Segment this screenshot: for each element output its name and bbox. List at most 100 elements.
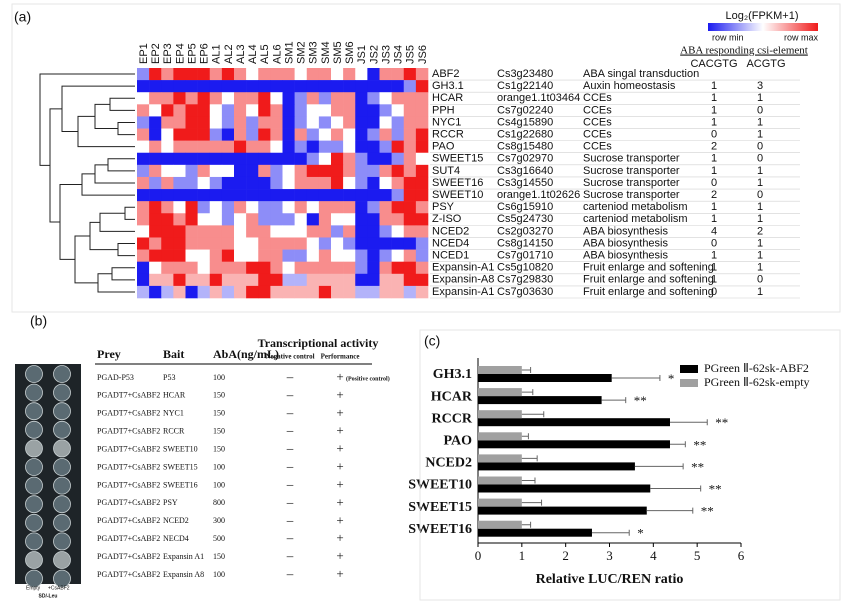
heatmap-cell <box>234 201 247 214</box>
plate-spot <box>53 569 71 588</box>
table-cell: HCAR <box>163 391 186 400</box>
heatmap-cell <box>318 152 332 166</box>
heatmap-cell <box>234 68 247 81</box>
heatmap-cell <box>415 164 429 178</box>
heatmap-cell <box>403 116 417 129</box>
heatmap-cell <box>318 176 332 190</box>
bar <box>478 484 651 493</box>
heatmap-cell <box>331 176 344 190</box>
heatmap-cell <box>391 80 405 93</box>
heatmap-cell <box>391 128 405 141</box>
heatmap-cell <box>149 213 162 226</box>
bar <box>478 432 522 441</box>
heatmap-cell <box>197 273 211 287</box>
heatmap-cell <box>149 176 162 190</box>
heatmap-cell <box>415 92 429 105</box>
heatmap-cell <box>258 261 271 275</box>
significance: ** <box>691 459 704 474</box>
heatmap-cell <box>391 261 405 275</box>
heatmap-cell <box>306 128 320 141</box>
heatmap-cell <box>209 140 223 154</box>
heatmap-cell <box>403 213 417 226</box>
heatmap-cell <box>137 152 150 166</box>
table-cell: + <box>336 494 343 509</box>
heatmap-cell <box>415 104 429 117</box>
element-count: 1 <box>757 286 763 298</box>
plate-spot <box>25 532 43 551</box>
heatmap-cell <box>331 261 344 275</box>
heatmap-cell <box>403 249 417 262</box>
heatmap-cell <box>270 128 283 141</box>
heatmap-cell <box>391 249 405 262</box>
significance: ** <box>709 481 722 496</box>
image-label: SD/-Leu <box>39 593 58 599</box>
dendrogram-branch <box>61 85 135 133</box>
element-count: 1 <box>711 92 717 104</box>
heatmap-cell <box>185 213 198 226</box>
plate-spot <box>53 383 71 402</box>
heatmap-cell <box>282 92 295 105</box>
heatmap-cell <box>149 68 162 81</box>
heatmap-cell <box>185 152 198 166</box>
heatmap-cell <box>306 68 320 81</box>
dendrogram-branch <box>89 221 118 251</box>
element-count: 0 <box>757 274 763 286</box>
element-count: 0 <box>711 237 717 249</box>
heatmap-cell <box>403 104 417 117</box>
heatmap-cell <box>391 273 405 287</box>
significance: * <box>668 371 675 386</box>
heatmap-cell <box>258 104 271 117</box>
heatmap-cell <box>270 261 283 275</box>
heatmap-cell <box>137 237 150 250</box>
table-cell: + <box>336 566 343 581</box>
dendrogram-branch <box>109 97 135 111</box>
heatmap-cell <box>137 80 150 93</box>
table-cell: SWEET10 <box>163 444 198 453</box>
heatmap-cell <box>379 116 392 129</box>
heatmap-cell <box>379 213 392 226</box>
heatmap-cell <box>161 80 174 93</box>
heatmap-cell <box>282 261 295 275</box>
heatmap-cell <box>331 237 344 250</box>
dendrogram-branch <box>117 121 135 136</box>
element-title: ABA responding csi-element <box>680 45 808 57</box>
table-cell: PGADT7+CsABF2 <box>97 516 160 525</box>
element-count: 1 <box>711 274 717 286</box>
heatmap-cell <box>221 104 235 117</box>
heatmap-cell <box>137 104 150 117</box>
gene-function: Sucrose transporter <box>583 165 680 177</box>
heatmap-cell <box>209 152 223 166</box>
heatmap-cell <box>197 92 211 105</box>
heatmap-cell <box>294 92 308 105</box>
heatmap-cell <box>318 285 332 299</box>
table-cell: SWEET16 <box>163 480 198 489</box>
heatmap-cell <box>149 189 162 202</box>
legend-label: PGreen Ⅱ-62sk-ABF2 <box>704 361 809 375</box>
legend-swatch <box>680 379 698 387</box>
heatmap-cell <box>270 189 283 202</box>
heatmap-cell <box>306 164 320 178</box>
x-tick-label: 2 <box>562 548 569 563</box>
heatmap-cell <box>258 164 271 178</box>
heatmap-cell <box>137 164 150 178</box>
gene-id: Cs3g23480 <box>497 68 553 80</box>
image-label: +CsABF2 <box>48 585 70 591</box>
heatmap-cell <box>209 80 223 93</box>
heatmap-cell <box>403 140 417 154</box>
gene-name: HCAR <box>432 92 463 104</box>
heatmap-cell <box>197 189 211 202</box>
heatmap-cell <box>234 237 247 250</box>
heatmap-cell <box>331 164 344 178</box>
table-cell: – <box>286 423 294 438</box>
heatmap-cell <box>403 189 417 202</box>
heatmap-cell <box>270 213 283 226</box>
heatmap-cell <box>306 201 320 214</box>
heatmap-cell <box>209 261 223 275</box>
column-label: SM5 <box>332 41 344 64</box>
error-bar <box>521 499 543 506</box>
table-cell: 150 <box>213 427 225 436</box>
legend-label: PGreen Ⅱ-62sk-empty <box>704 375 810 389</box>
heatmap-cell <box>379 68 392 81</box>
x-tick-label: 5 <box>694 548 701 563</box>
heatmap-cell <box>282 201 295 214</box>
